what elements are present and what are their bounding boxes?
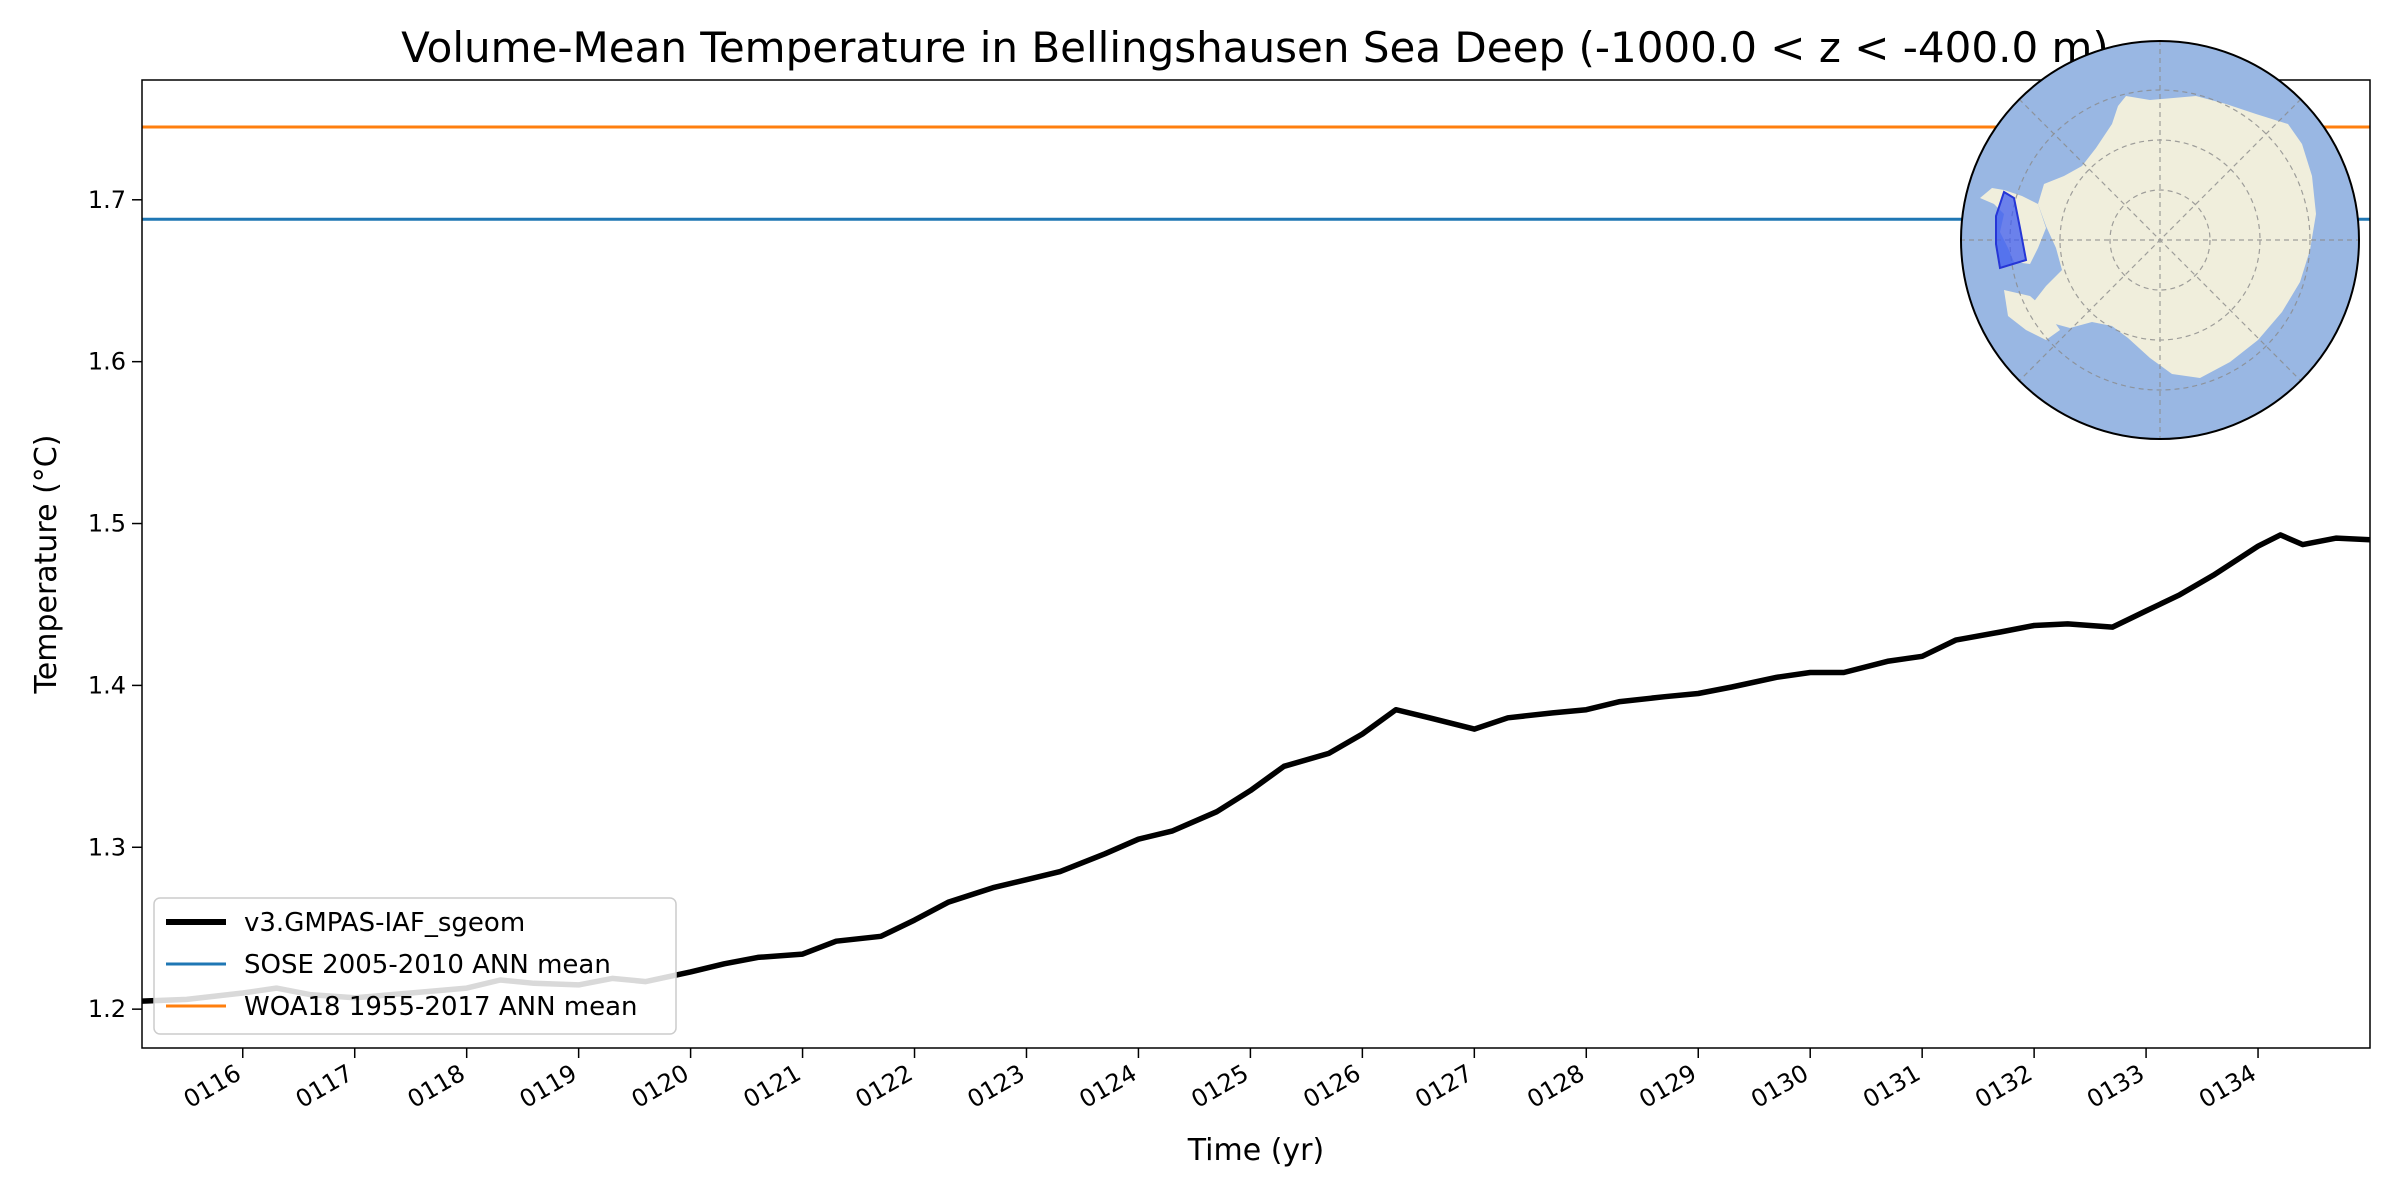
x-tick-label: 0126: [1298, 1059, 1365, 1114]
y-axis-label: Temperature (°C): [29, 435, 64, 695]
data-point: [835, 940, 837, 942]
data-point: [2112, 626, 2113, 628]
x-tick-label: 0122: [851, 1059, 918, 1114]
x-axis-ticks: 0116 0117 0118 0119 0120 0121 0122 0123 0124 0125…: [179, 1048, 2261, 1114]
y-tick-label: 1.2: [88, 995, 126, 1023]
data-point: [1585, 709, 1587, 711]
inset-map: [1960, 40, 2360, 440]
data-point: [723, 963, 725, 965]
x-tick-label: 0117: [291, 1059, 358, 1114]
x-tick-label: 0129: [1634, 1059, 1701, 1114]
data-point: [2000, 631, 2001, 633]
y-tick-label: 1.7: [88, 186, 126, 214]
data-point: [2257, 545, 2259, 547]
x-axis-label: Time (yr): [1187, 1133, 1324, 1168]
data-point: [1137, 838, 1139, 840]
map-gridlines: [1961, 41, 2359, 439]
data-point: [1507, 717, 1509, 719]
y-tick-label: 1.4: [88, 671, 126, 699]
data-point: [1473, 728, 1475, 730]
data-point: [2279, 534, 2281, 536]
data-point: [1619, 701, 1621, 703]
data-point: [1888, 660, 1890, 662]
legend-label-woa: WOA18 1955-2017 ANN mean: [244, 992, 638, 1022]
data-point: [1104, 853, 1106, 855]
legend-label-model: v3.GMPAS-IAF_sgeom: [244, 908, 525, 938]
data-point: [880, 935, 882, 937]
data-point: [1059, 871, 1061, 873]
x-tick-label: 0119: [515, 1059, 582, 1114]
data-point: [802, 953, 804, 955]
x-tick-label: 0131: [1858, 1059, 1925, 1114]
data-point: [690, 971, 692, 973]
legend: v3.GMPAS-IAF_sgeom SOSE 2005-2010 ANN me…: [153, 897, 677, 1035]
data-point: [1171, 830, 1173, 832]
legend-label-sose: SOSE 2005-2010 ANN mean: [244, 950, 611, 980]
data-point: [2033, 625, 2035, 626]
data-point: [1249, 790, 1251, 792]
data-point: [1395, 709, 1397, 711]
x-tick-label: 0123: [963, 1059, 1030, 1114]
y-tick-label: 1.5: [88, 510, 126, 538]
data-point: [1328, 752, 1330, 754]
data-point: [1955, 639, 1957, 641]
data-point: [2145, 610, 2147, 612]
x-tick-label: 0127: [1410, 1059, 1477, 1114]
x-tick-label: 0133: [2082, 1059, 2149, 1114]
data-point: [992, 887, 994, 889]
x-tick-label: 0124: [1075, 1059, 1142, 1114]
ice-shelf: [2004, 290, 2060, 340]
data-point: [2335, 537, 2337, 539]
data-point: [2302, 544, 2304, 546]
x-tick-label: 0134: [2194, 1059, 2261, 1114]
data-point: [1429, 717, 1430, 719]
data-point: [947, 901, 949, 903]
data-point: [1361, 733, 1363, 735]
y-tick-label: 1.6: [88, 348, 126, 376]
bellingshausen-region: [1995, 190, 2028, 270]
antarctica-landmass: [2032, 96, 2316, 378]
data-point: [2179, 594, 2181, 596]
data-point: [1283, 765, 1285, 767]
data-point: [757, 956, 759, 958]
x-tick-label: 0132: [1970, 1059, 2037, 1114]
legend-box: [153, 897, 677, 1035]
data-point: [2212, 574, 2214, 576]
data-point: [1809, 672, 1811, 673]
plot-frame: [141, 79, 2371, 1049]
x-tick-label: 0128: [1522, 1059, 1589, 1114]
data-point: [1216, 811, 1218, 813]
data-point: [1664, 696, 1666, 698]
y-axis-ticks: 1.2 1.3 1.4 1.5 1.6 1.7: [88, 186, 142, 1023]
data-point: [2067, 623, 2069, 625]
data-point: [1921, 655, 1923, 657]
data-point: [1697, 693, 1699, 694]
y-tick-label: 1.3: [88, 833, 126, 861]
data-point: [1776, 676, 1778, 678]
x-tick-label: 0118: [403, 1059, 470, 1114]
x-tick-label: 0116: [179, 1059, 246, 1114]
data-point: [1552, 712, 1554, 714]
chart-title: Volume-Mean Temperature in Bellingshause…: [401, 23, 2109, 72]
x-tick-label: 0121: [739, 1059, 806, 1114]
data-point: [1731, 686, 1733, 688]
data-point: [1843, 672, 1845, 673]
data-point: [1026, 879, 1027, 881]
x-tick-label: 0125: [1187, 1059, 1254, 1114]
data-point: [914, 919, 915, 921]
map-border: [1960, 40, 2360, 440]
x-tick-label: 0120: [627, 1059, 694, 1114]
x-tick-label: 0130: [1746, 1059, 1813, 1114]
